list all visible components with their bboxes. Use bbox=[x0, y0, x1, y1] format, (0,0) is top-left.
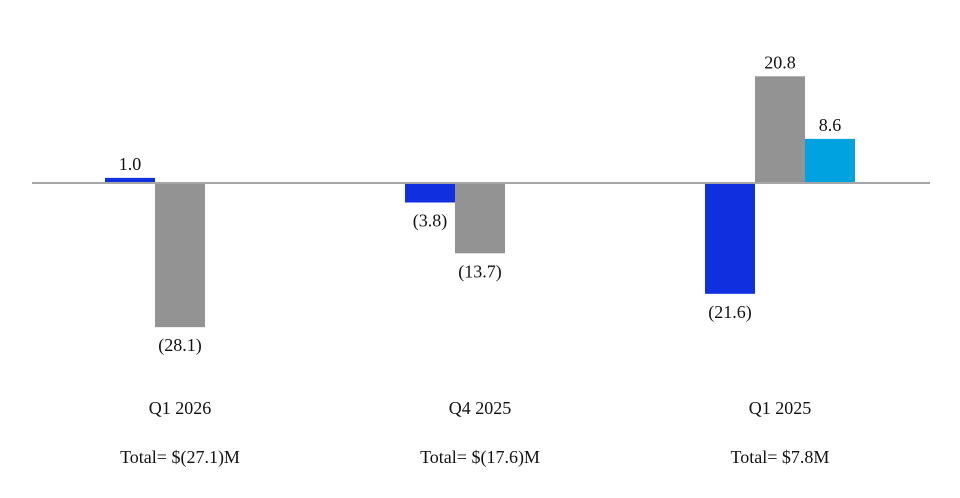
bar-2-q1-2026 bbox=[155, 183, 205, 328]
data-label: (3.8) bbox=[413, 210, 448, 231]
bars-layer bbox=[105, 76, 855, 328]
category-label: Q1 2025 bbox=[749, 398, 812, 418]
labels-layer: 1.0 (28.1) Q1 2026 Total= $(27.1)M (3.8) (13.… bbox=[119, 52, 842, 468]
total-label: Total= $7.8M bbox=[731, 447, 830, 467]
total-label: Total= $(27.1)M bbox=[120, 447, 240, 468]
bar-2-q1-2025 bbox=[755, 76, 805, 183]
data-label: (21.6) bbox=[708, 302, 752, 323]
data-label: 1.0 bbox=[119, 154, 142, 174]
bar-3-q1-2025 bbox=[805, 138, 855, 183]
data-label: (13.7) bbox=[458, 261, 502, 282]
category-label: Q1 2026 bbox=[149, 398, 212, 418]
bar-1-q1-2026 bbox=[105, 177, 155, 183]
data-label: (28.1) bbox=[158, 335, 202, 356]
bar-1-q4-2025 bbox=[405, 183, 455, 203]
category-label: Q4 2025 bbox=[449, 398, 512, 418]
data-label: 8.6 bbox=[819, 115, 842, 135]
bar-2-q4-2025 bbox=[455, 183, 505, 254]
total-label: Total= $(17.6)M bbox=[420, 447, 540, 468]
data-label: 20.8 bbox=[764, 52, 796, 72]
bar-1-q1-2025 bbox=[705, 183, 755, 294]
